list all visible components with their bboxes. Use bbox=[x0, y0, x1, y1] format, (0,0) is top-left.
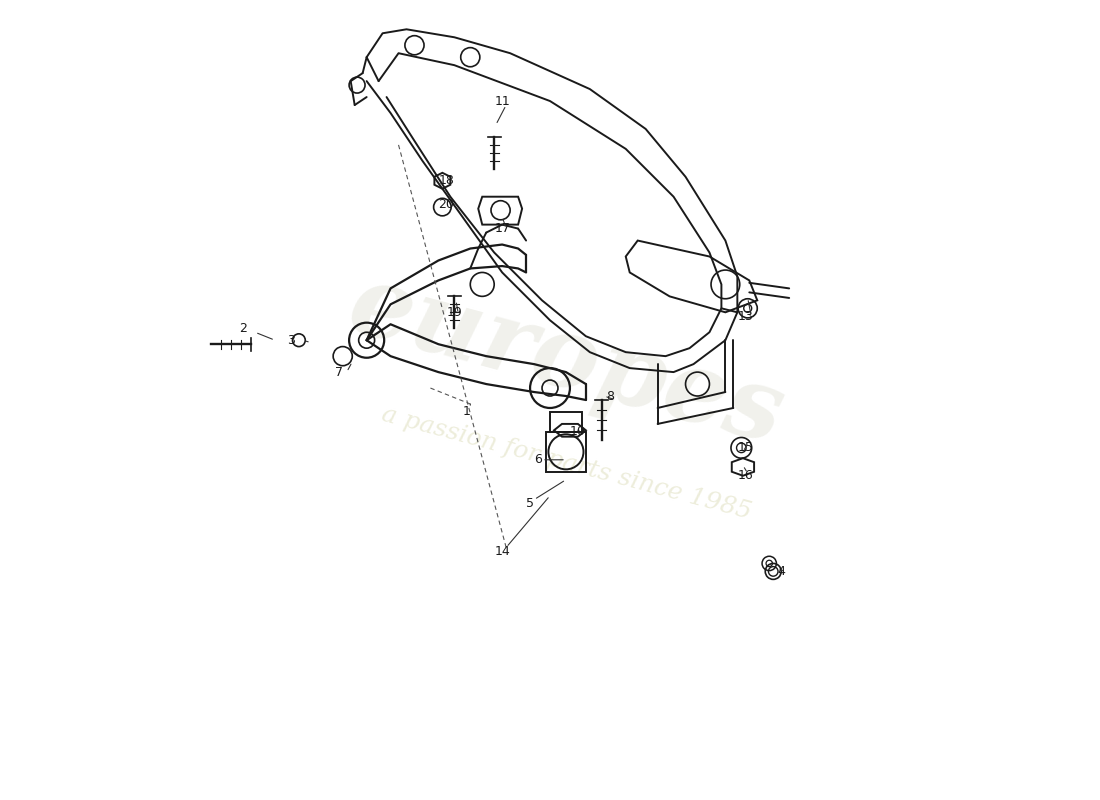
Text: 1: 1 bbox=[462, 406, 470, 418]
Text: a passion for parts since 1985: a passion for parts since 1985 bbox=[378, 403, 754, 524]
Text: 17: 17 bbox=[494, 222, 510, 235]
Text: 11: 11 bbox=[494, 94, 510, 107]
Text: 8: 8 bbox=[606, 390, 614, 402]
Text: 6: 6 bbox=[535, 454, 542, 466]
Text: 14: 14 bbox=[494, 545, 510, 558]
Text: 2: 2 bbox=[239, 322, 248, 334]
Text: 20: 20 bbox=[439, 198, 454, 211]
Text: 13: 13 bbox=[737, 310, 754, 322]
Text: 16: 16 bbox=[737, 470, 754, 482]
Text: 7: 7 bbox=[334, 366, 343, 378]
Text: 4: 4 bbox=[778, 565, 785, 578]
Text: 10: 10 bbox=[570, 426, 586, 438]
Text: 18: 18 bbox=[439, 174, 454, 187]
Text: europes: europes bbox=[339, 256, 793, 464]
Text: 19: 19 bbox=[447, 306, 462, 319]
Text: 3: 3 bbox=[287, 334, 295, 346]
Text: 15: 15 bbox=[737, 442, 754, 454]
Text: 5: 5 bbox=[526, 497, 535, 510]
